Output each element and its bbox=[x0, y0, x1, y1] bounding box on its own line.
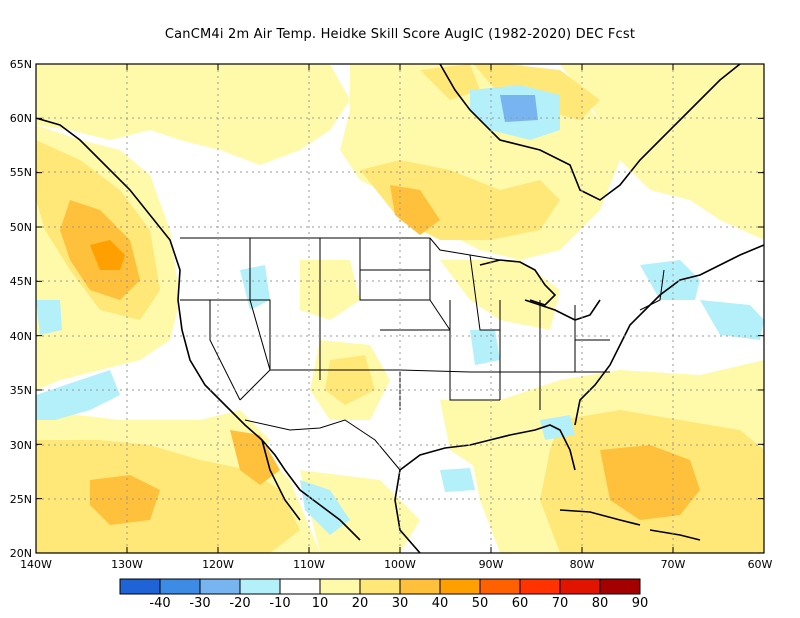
lon-label-130w: 130W bbox=[111, 558, 143, 571]
lon-label-60w: 60W bbox=[748, 558, 773, 571]
colorbar-label: -30 bbox=[189, 596, 210, 611]
graticule bbox=[36, 64, 764, 553]
lon-label-100w: 100W bbox=[384, 558, 416, 571]
colorbar-label: 70 bbox=[552, 596, 569, 611]
colorbar-swatch bbox=[279, 578, 321, 595]
colorbar-label: 20 bbox=[352, 596, 369, 611]
colorbar-swatch bbox=[199, 578, 241, 595]
lon-label-120w: 120W bbox=[202, 558, 234, 571]
colorbar-label: -10 bbox=[269, 596, 290, 611]
colorbar-swatch bbox=[479, 578, 521, 595]
lat-label-45n: 45N bbox=[10, 275, 32, 288]
colorbar-swatch bbox=[439, 578, 481, 595]
lon-label-70w: 70W bbox=[661, 558, 686, 571]
map-title: CanCM4i 2m Air Temp. Heidke Skill Score … bbox=[164, 27, 636, 42]
lat-label-20n: 20N bbox=[10, 547, 32, 560]
colorbar-label: 90 bbox=[632, 596, 649, 611]
lat-label-50n: 50N bbox=[10, 221, 32, 234]
latitude-labels: 65N 60N 55N 50N 45N 40N 35N 30N 25N 20N bbox=[10, 58, 32, 560]
colorbar-swatch bbox=[599, 578, 641, 595]
colorbar-label: 10 bbox=[312, 596, 329, 611]
colorbar-label: 30 bbox=[392, 596, 409, 611]
colorbar-swatch bbox=[399, 578, 441, 595]
lon-label-80w: 80W bbox=[570, 558, 595, 571]
colorbar-swatch bbox=[519, 578, 561, 595]
lat-label-65n: 65N bbox=[10, 58, 32, 71]
lat-label-40n: 40N bbox=[10, 330, 32, 343]
colorbar-swatch bbox=[319, 578, 361, 595]
colorbar-swatch bbox=[359, 578, 401, 595]
lon-label-140w: 140W bbox=[20, 558, 52, 571]
lat-label-35n: 35N bbox=[10, 384, 32, 397]
colorbar-swatch bbox=[119, 578, 161, 595]
lat-label-30n: 30N bbox=[10, 439, 32, 452]
colorbar-swatch bbox=[559, 578, 601, 595]
colorbar-swatch bbox=[159, 578, 201, 595]
colorbar bbox=[119, 578, 641, 595]
lon-label-90w: 90W bbox=[479, 558, 504, 571]
colorbar-labels: -40 -30 -20 -10 10 20 30 40 50 60 70 80 90 bbox=[149, 596, 648, 611]
lat-label-60n: 60N bbox=[10, 112, 32, 125]
tick-marks bbox=[35, 63, 765, 554]
colorbar-label: 50 bbox=[472, 596, 489, 611]
lat-label-55n: 55N bbox=[10, 166, 32, 179]
political-borders bbox=[180, 237, 665, 471]
colorbar-label: 80 bbox=[592, 596, 609, 611]
coastlines bbox=[36, 64, 764, 553]
longitude-labels: 140W 130W 120W 110W 100W 90W 80W 70W 60W bbox=[20, 558, 772, 571]
lat-label-25n: 25N bbox=[10, 493, 32, 506]
lon-label-110w: 110W bbox=[293, 558, 325, 571]
colorbar-label: -40 bbox=[149, 596, 170, 611]
colorbar-label: -20 bbox=[229, 596, 250, 611]
colorbar-label: 40 bbox=[432, 596, 449, 611]
colorbar-swatch bbox=[239, 578, 281, 595]
colorbar-label: 60 bbox=[512, 596, 529, 611]
